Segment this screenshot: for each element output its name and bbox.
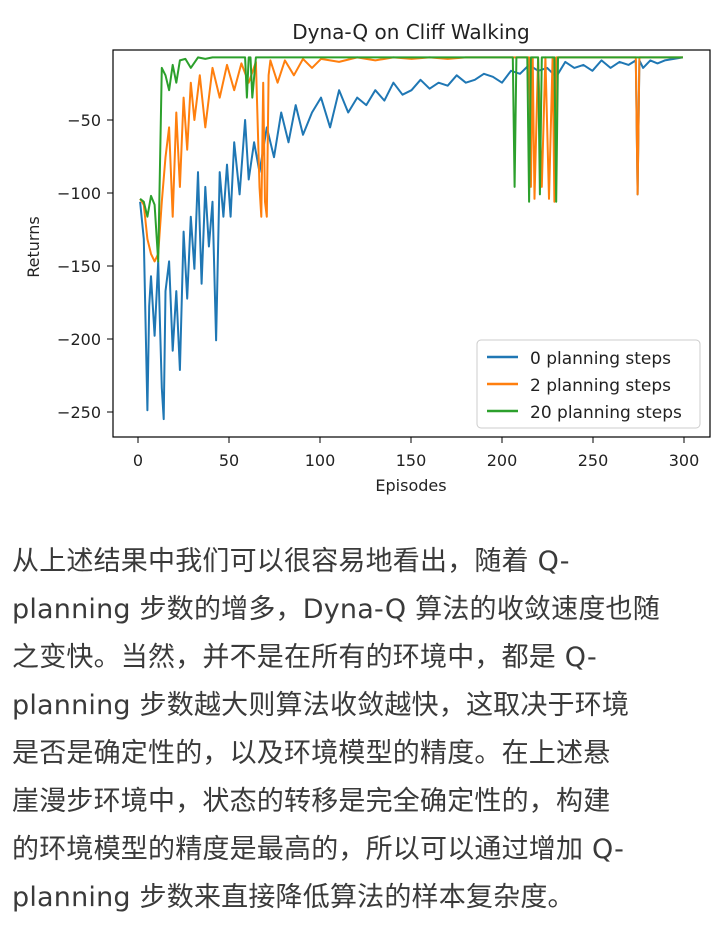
- y-axis-label: Returns: [24, 216, 43, 277]
- x-tick-label: 250: [578, 451, 609, 470]
- legend-label-2: 20 planning steps: [530, 403, 682, 423]
- x-tick-label: 300: [669, 451, 700, 470]
- plot-area: [112, 49, 711, 438]
- series-line-2: [139, 56, 683, 263]
- y-tick-label: −150: [57, 257, 101, 276]
- series-line-1: [139, 56, 683, 263]
- x-tick-label: 200: [487, 451, 518, 470]
- paragraph-line: planning 步数越大则算法收敛越快，这取决于环境: [12, 690, 630, 721]
- y-tick-label: −250: [57, 403, 101, 422]
- legend-box: [476, 339, 701, 429]
- paragraph-line: planning 步数的增多，Dyna-Q 算法的收敛速度也随: [12, 594, 660, 625]
- y-tick-label: −50: [67, 111, 101, 130]
- paragraph-line: 的环境模型的精度是最高的，所以可以通过增加 Q-: [12, 834, 625, 865]
- chart-title: Dyna-Q on Cliff Walking: [292, 20, 530, 44]
- series-line-0: [139, 56, 684, 421]
- y-tick-label: −100: [57, 184, 101, 203]
- paragraph-line: 崖漫步环境中，状态的转移是完全确定性的，构建: [12, 786, 611, 817]
- x-tick-label: 50: [219, 451, 239, 470]
- series-layer: [139, 56, 684, 421]
- paragraph-line: 之变快。当然，并不是在所有的环境中，都是 Q-: [12, 642, 597, 673]
- legend-label-1: 2 planning steps: [530, 376, 671, 396]
- body-paragraph: 从上述结果中我们可以很容易地看出，随着 Q- planning 步数的增多，Dy…: [12, 538, 720, 922]
- x-tick-label: 0: [133, 451, 143, 470]
- legend: 0 planning steps 2 planning steps 20 pla…: [476, 339, 701, 429]
- y-axis: −50 −100 −150 −200 −250 Returns: [24, 111, 113, 422]
- legend-label-0: 0 planning steps: [530, 349, 671, 369]
- paragraph-line: 从上述结果中我们可以很容易地看出，随着 Q-: [12, 546, 570, 577]
- x-axis-label: Episodes: [375, 476, 446, 495]
- x-tick-label: 100: [305, 451, 336, 470]
- paragraph-line: 是否是确定性的，以及环境模型的精度。在上述悬: [12, 738, 611, 769]
- paragraph-line: planning 步数来直接降低算法的样本复杂度。: [12, 882, 575, 913]
- x-tick-label: 150: [396, 451, 427, 470]
- x-axis: 0 50 100 150 200 250 300 Episodes: [133, 437, 699, 495]
- y-tick-label: −200: [57, 330, 101, 349]
- dyna-q-chart: Dyna-Q on Cliff Walking 0 50 100 150 200…: [24, 20, 711, 495]
